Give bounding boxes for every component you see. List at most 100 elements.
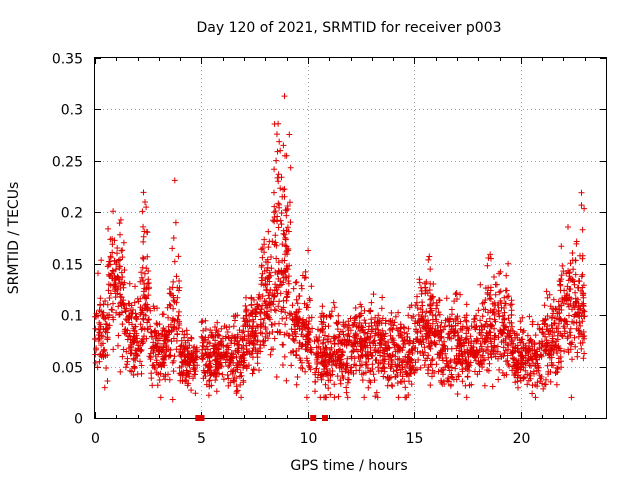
data-point xyxy=(537,351,544,358)
data-point xyxy=(257,295,263,302)
data-point xyxy=(508,336,515,343)
data-point xyxy=(115,303,122,310)
data-point xyxy=(425,334,432,341)
data-point xyxy=(313,365,320,372)
data-point xyxy=(390,339,397,346)
data-point xyxy=(241,333,248,340)
data-point xyxy=(558,302,565,309)
data-point xyxy=(126,313,133,320)
data-point xyxy=(226,362,233,369)
data-point xyxy=(118,247,125,254)
data-point xyxy=(123,330,130,337)
data-point xyxy=(536,345,543,352)
data-point xyxy=(261,342,267,349)
data-point xyxy=(176,308,182,315)
y-tick-label: 0.25 xyxy=(52,155,83,171)
data-point xyxy=(461,314,468,321)
data-point xyxy=(575,312,582,319)
data-point xyxy=(399,347,406,354)
data-point xyxy=(212,324,218,330)
data-point xyxy=(137,358,143,365)
data-point xyxy=(287,219,294,226)
data-point xyxy=(175,287,182,294)
data-point xyxy=(519,314,526,321)
data-point xyxy=(294,316,301,323)
data-point xyxy=(160,311,167,318)
x-tick-label: 5 xyxy=(197,431,206,447)
data-point xyxy=(133,314,139,321)
data-point xyxy=(525,345,532,352)
data-point xyxy=(455,371,462,378)
data-point xyxy=(515,384,521,391)
data-point xyxy=(261,249,268,256)
data-point xyxy=(98,257,105,264)
data-point xyxy=(352,305,359,311)
data-point xyxy=(119,247,126,254)
data-point xyxy=(269,321,276,328)
data-point xyxy=(92,359,99,366)
data-point xyxy=(351,319,358,326)
data-point xyxy=(450,326,457,333)
data-point xyxy=(122,364,129,371)
data-point xyxy=(363,336,370,343)
data-point xyxy=(457,359,464,366)
data-point xyxy=(437,333,444,340)
data-point xyxy=(259,302,266,309)
data-point xyxy=(434,322,441,329)
data-point xyxy=(243,365,250,372)
data-point xyxy=(528,338,535,345)
data-point xyxy=(229,332,236,339)
data-point xyxy=(163,332,170,339)
data-point xyxy=(271,306,278,313)
data-point xyxy=(579,300,585,307)
data-point xyxy=(286,310,293,317)
data-point xyxy=(340,321,347,328)
data-point xyxy=(230,323,237,330)
data-point xyxy=(234,338,241,345)
data-point xyxy=(140,311,147,318)
data-point xyxy=(261,241,268,248)
data-point xyxy=(543,376,549,383)
data-point xyxy=(174,294,181,301)
data-point xyxy=(452,322,459,329)
data-point xyxy=(232,347,239,354)
data-point xyxy=(271,214,278,220)
data-point xyxy=(417,328,424,335)
data-point xyxy=(499,312,506,319)
data-point xyxy=(212,337,219,344)
data-point xyxy=(468,340,474,347)
data-point xyxy=(454,391,461,397)
data-point xyxy=(565,277,572,284)
data-point xyxy=(218,325,225,332)
data-point xyxy=(529,318,536,325)
data-point xyxy=(467,333,474,340)
data-point xyxy=(272,307,279,314)
data-point xyxy=(402,384,409,391)
data-point xyxy=(385,361,392,367)
data-point xyxy=(489,383,496,390)
data-point xyxy=(115,332,122,339)
data-point xyxy=(96,329,103,336)
data-point xyxy=(112,288,119,295)
data-point xyxy=(455,333,462,339)
data-point xyxy=(296,355,303,362)
data-point xyxy=(403,394,410,401)
data-point xyxy=(405,325,412,332)
data-point xyxy=(407,370,414,377)
data-point xyxy=(258,274,265,281)
data-point xyxy=(303,304,310,311)
data-point xyxy=(107,236,114,243)
data-point xyxy=(327,346,333,353)
data-point xyxy=(486,292,493,298)
data-point xyxy=(344,394,351,401)
data-point xyxy=(482,306,489,313)
data-point xyxy=(185,354,192,361)
data-point xyxy=(485,354,492,361)
data-point xyxy=(214,345,221,352)
data-point xyxy=(116,265,123,272)
data-point xyxy=(540,385,547,392)
data-point xyxy=(302,368,309,375)
data-point xyxy=(504,352,511,359)
data-point xyxy=(325,385,332,392)
data-point xyxy=(214,319,221,326)
